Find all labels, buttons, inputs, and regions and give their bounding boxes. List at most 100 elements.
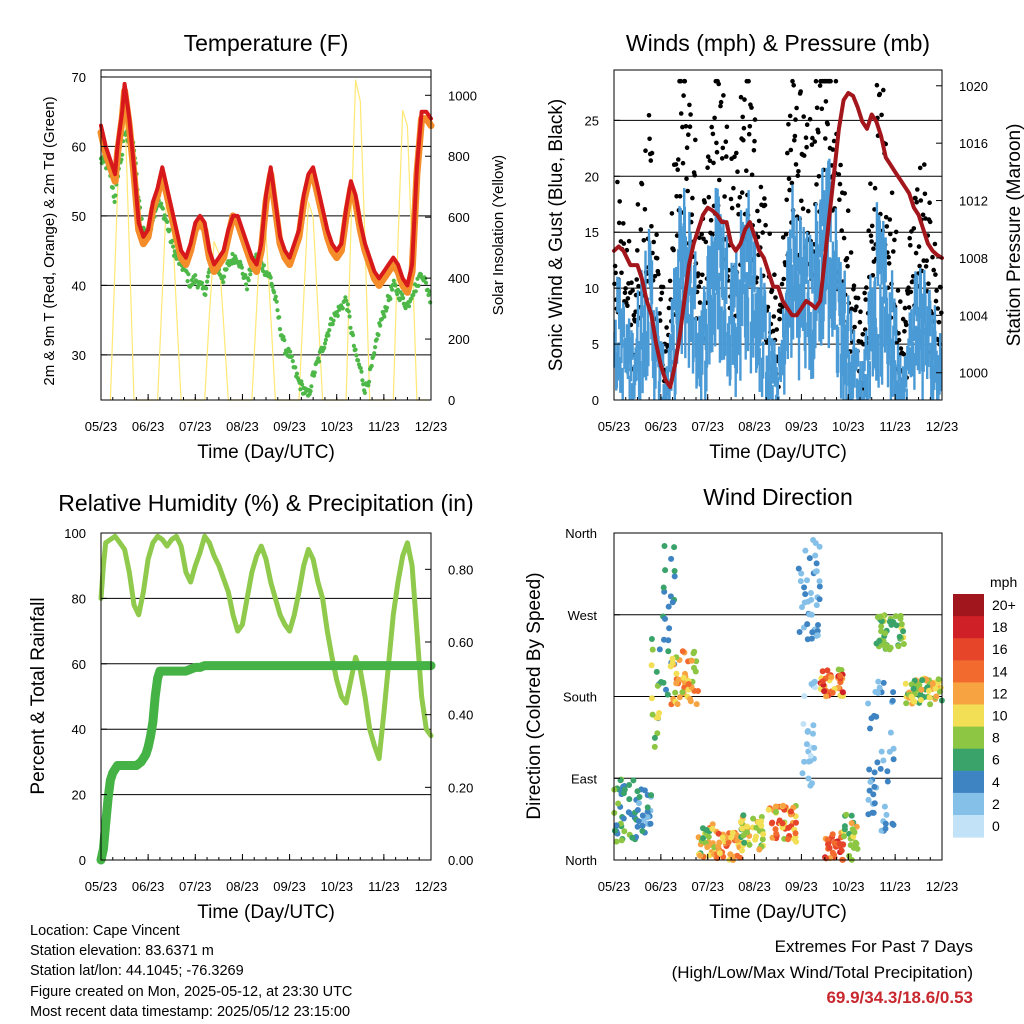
direction-point — [664, 691, 671, 698]
gust-point — [771, 314, 777, 319]
gust-point — [902, 305, 908, 311]
solar-y2label: Solar Insolation (Yellow) — [490, 155, 507, 315]
dewpoint-point — [120, 152, 125, 157]
direction-point — [829, 849, 836, 856]
gust-point — [657, 318, 663, 323]
recent-timestamp: Most recent data timestamp: 2025/05/12 2… — [30, 1003, 351, 1020]
dewpoint-point — [323, 337, 328, 342]
gust-point — [767, 231, 772, 237]
gust-point — [760, 230, 765, 235]
gust-point — [858, 309, 863, 315]
direction-point — [691, 664, 697, 671]
gust-point — [681, 93, 686, 98]
gust-point — [755, 208, 760, 214]
gust-point — [648, 158, 654, 163]
gust-point — [612, 263, 618, 269]
direction-point — [806, 555, 813, 562]
gust-point — [692, 172, 697, 178]
gust-point — [616, 220, 622, 226]
direction-point — [878, 748, 885, 755]
gust-point — [864, 285, 869, 290]
gust-point — [734, 150, 739, 156]
gust-point — [889, 190, 895, 196]
gust-point — [895, 288, 901, 293]
direction-ylabel: Direction (Colored By Speed) — [524, 572, 545, 819]
direction-point — [725, 839, 732, 846]
gust-point — [762, 202, 768, 208]
gust-point — [621, 221, 626, 226]
legend-label: 18 — [992, 619, 1008, 635]
direction-point — [802, 547, 809, 554]
direction-point — [790, 835, 797, 842]
gust-point — [923, 264, 929, 269]
direction-point — [828, 674, 835, 681]
direction-point — [665, 648, 672, 655]
direction-point — [787, 808, 794, 815]
y2-tick-label: 1020 — [959, 79, 988, 94]
direction-point — [665, 637, 672, 644]
dewpoint-point — [238, 259, 243, 264]
gust-point — [791, 83, 796, 88]
direction-point — [648, 636, 655, 642]
y2-tick-label: 0.20 — [448, 780, 473, 795]
gust-point — [652, 273, 658, 279]
gust-point — [772, 272, 777, 278]
gust-point — [896, 337, 902, 343]
gust-point — [906, 305, 912, 310]
direction-point — [870, 809, 877, 816]
gust-point — [886, 261, 892, 266]
x-tick-label: 05/23 — [85, 419, 118, 434]
direction-point — [753, 824, 760, 831]
gust-point — [807, 116, 813, 122]
direction-point — [806, 611, 813, 618]
dewpoint-point — [272, 290, 277, 295]
dewpoint-point — [382, 314, 387, 319]
gust-point — [930, 254, 935, 260]
winds-y-ticks: 0 5 10 15 20 25 — [585, 113, 620, 408]
dewpoint-point — [344, 298, 349, 303]
x-tick-label: 09/23 — [785, 879, 818, 894]
dewpoint-point — [298, 387, 303, 392]
dewpoint-point — [275, 308, 280, 313]
x-tick-label: 05/23 — [598, 879, 631, 894]
dewpoint-series — [98, 129, 433, 398]
direction-point — [871, 783, 878, 790]
direction-point — [709, 825, 716, 832]
gust-point — [939, 310, 944, 316]
gust-point — [883, 214, 889, 220]
gust-point — [703, 239, 709, 245]
direction-point — [871, 712, 878, 719]
direction-point — [693, 701, 700, 708]
gust-point — [933, 272, 938, 277]
gust-point — [852, 324, 857, 330]
dewpoint-point — [221, 274, 227, 279]
dewpoint-point — [224, 267, 229, 272]
direction-point — [739, 847, 745, 854]
direction-point — [803, 741, 810, 748]
gust-point — [786, 176, 792, 182]
direction-tick-label: North — [565, 853, 597, 868]
gust-point — [891, 249, 896, 254]
temperature-x-ticks: 05/23 06/23 07/23 08/23 09/23 10/23 11/23 12/23 — [85, 394, 447, 434]
gust-point — [657, 311, 662, 316]
direction-point — [666, 625, 673, 632]
legend-swatch — [953, 792, 984, 816]
direction-point — [615, 800, 622, 807]
direction-point — [801, 584, 808, 591]
gust-point — [825, 121, 830, 127]
legend-swatch — [953, 616, 984, 639]
gust-point — [803, 135, 809, 140]
gust-point — [932, 241, 938, 247]
dewpoint-point — [112, 199, 117, 204]
direction-point — [618, 837, 625, 844]
gust-point — [860, 332, 866, 337]
direction-point — [851, 829, 858, 836]
gust-point — [658, 297, 663, 302]
gust-point — [676, 157, 681, 162]
gust-point — [812, 139, 818, 144]
gust-point — [913, 250, 919, 256]
gust-point — [738, 94, 744, 100]
dewpoint-point — [346, 309, 351, 314]
rh-series — [98, 533, 434, 762]
